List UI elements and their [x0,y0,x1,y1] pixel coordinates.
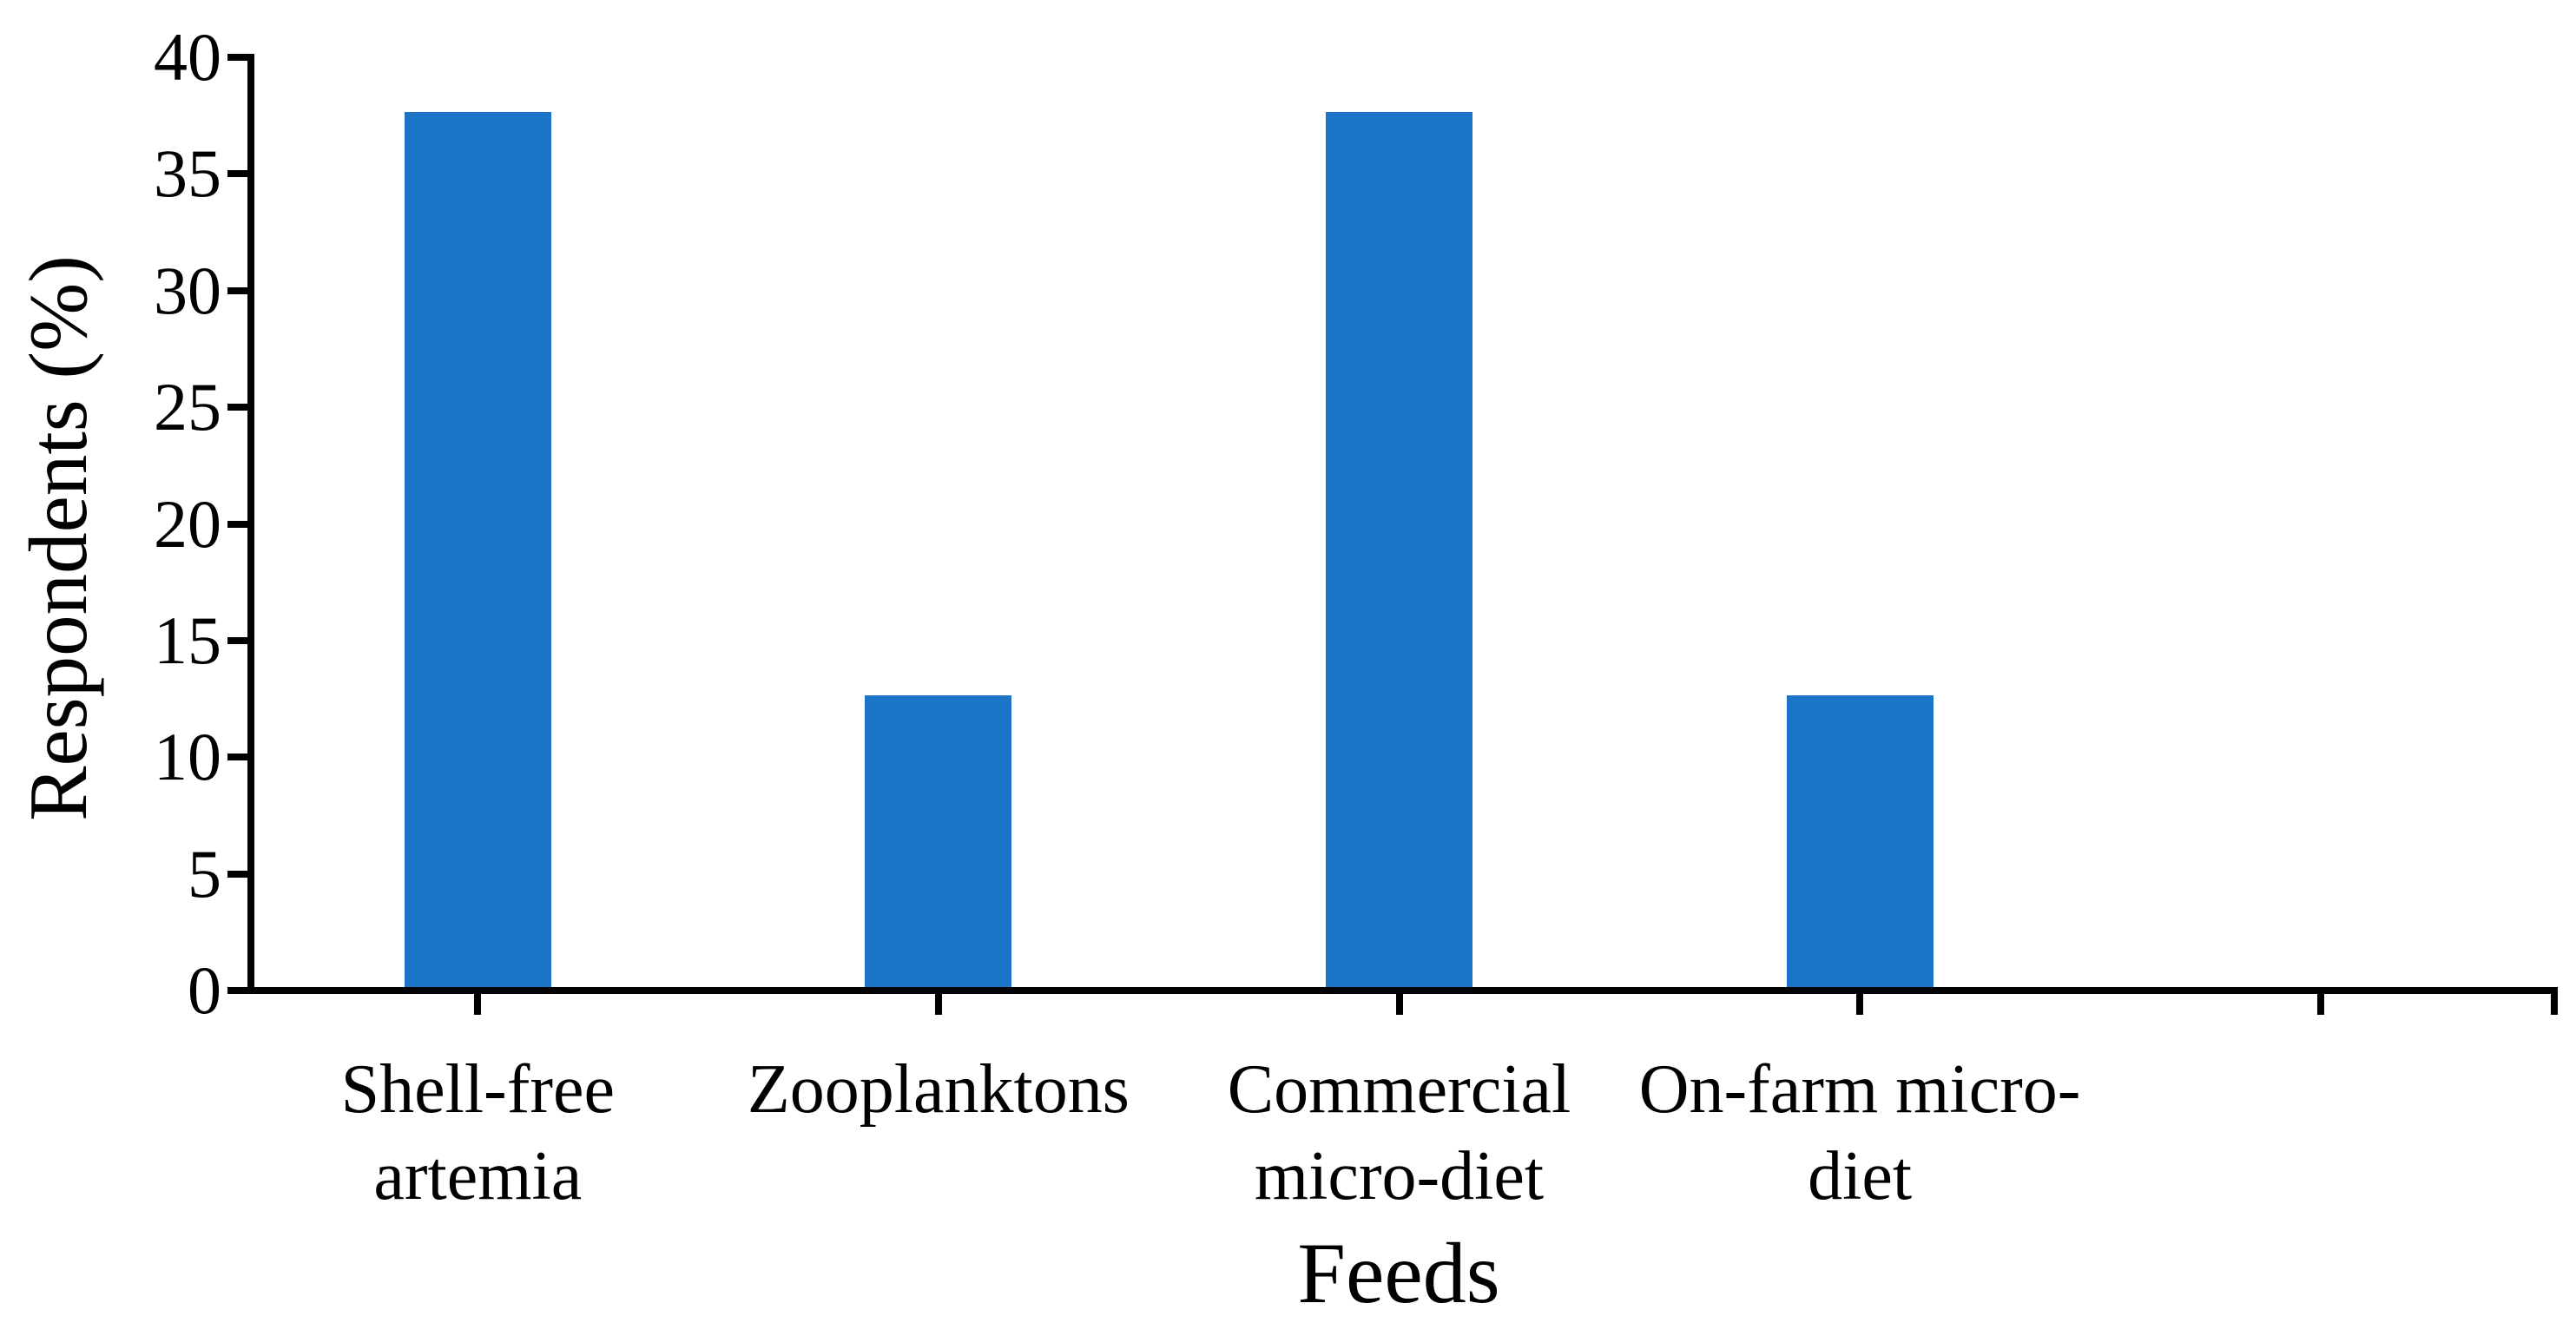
bar [404,112,551,987]
category-label-line: micro-diet [1254,1138,1545,1214]
y-axis-title-text: Respondents (%) [12,255,104,821]
y-tick [227,286,247,294]
y-tick-label: 25 [154,369,221,445]
y-tick [227,987,247,994]
y-tick [227,754,247,761]
y-axis-line [247,54,254,994]
x-axis-end-tick [2551,994,2558,1015]
bar [1786,695,1934,987]
x-tick [474,994,482,1015]
bar [865,695,1012,987]
category-label-line: diet [1808,1138,1913,1214]
x-tick [2316,994,2324,1015]
y-tick-label: 15 [154,602,221,678]
y-tick-label: 10 [154,719,221,795]
x-axis-line [247,987,2558,994]
y-tick-label: 0 [188,952,221,1028]
category-label: Zooplanktons [695,1046,1182,1133]
category-label-line: Commercial [1227,1051,1571,1128]
x-tick [1395,994,1403,1015]
category-label-line: On-farm micro- [1638,1051,2081,1128]
category-label-line: Shell-free [340,1051,615,1128]
x-axis-title: Feeds [1297,1225,1500,1321]
y-tick-label: 20 [154,485,221,562]
category-label-line: artemia [373,1138,583,1214]
y-tick-label: 35 [154,135,221,212]
x-tick [1856,994,1864,1015]
y-tick [227,870,247,878]
y-tick-label: 5 [188,835,221,912]
y-tick-label: 40 [154,19,221,95]
y-tick [227,636,247,644]
y-tick [227,170,247,178]
category-label-line: Zooplanktons [747,1051,1130,1128]
y-tick-label: 30 [154,252,221,328]
x-tick [934,994,942,1015]
category-label: Commercial micro-diet [1156,1046,1643,1220]
category-label: On-farm micro-diet [1617,1046,2103,1220]
bar [1326,112,1472,987]
category-label: Shell-free artemia [234,1046,721,1220]
y-tick [227,404,247,411]
y-tick [227,54,247,61]
y-tick [227,520,247,528]
